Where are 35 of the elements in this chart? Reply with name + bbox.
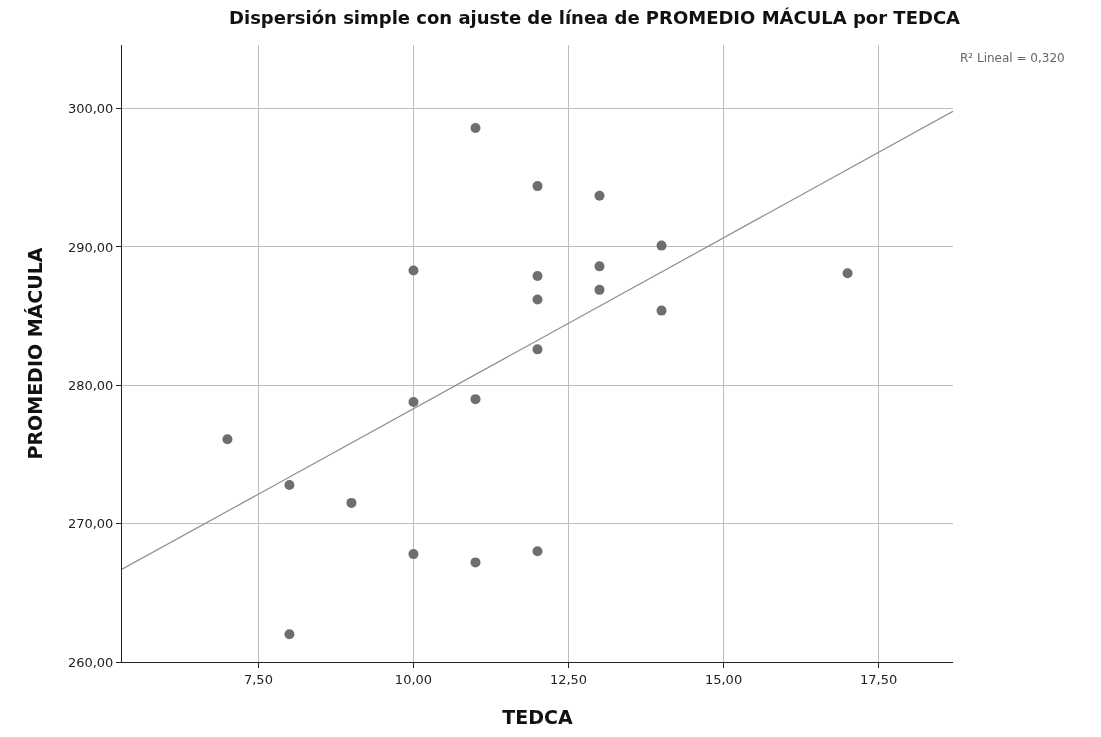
point [532, 271, 543, 282]
point [594, 190, 605, 201]
point [284, 479, 295, 490]
y-tick-label: 260,00 [67, 654, 114, 670]
point [222, 434, 233, 445]
point [408, 549, 419, 560]
point [470, 123, 481, 133]
x-tick-label: 7,50 [243, 671, 273, 687]
point [532, 181, 543, 192]
point [842, 268, 853, 279]
y-tick-label: 290,00 [67, 239, 114, 255]
x-tick-label: 17,50 [859, 671, 898, 687]
y-axis-title: PROMEDIO MÁCULA [23, 247, 46, 460]
point [532, 294, 543, 305]
point [656, 305, 667, 316]
chart-title: Dispersión simple con ajuste de línea de PROMEDIO MÁCULA por TEDCA [229, 6, 961, 28]
text: R² Lineal = 0,320 [960, 51, 1065, 65]
y-tick-label: 280,00 [67, 377, 114, 393]
point [284, 629, 295, 640]
y-tick-label: 270,00 [67, 516, 114, 532]
point [470, 557, 481, 568]
x-tick-label: 12,50 [549, 671, 588, 687]
point [532, 546, 543, 557]
x-tick-label: 15,00 [704, 671, 743, 687]
point [470, 394, 481, 405]
point [346, 497, 357, 508]
point [532, 344, 543, 355]
point [408, 265, 419, 276]
point [594, 284, 605, 295]
x-axis-title: TEDCA [502, 706, 573, 729]
point [594, 261, 605, 272]
y-tick-label: 300,00 [67, 101, 114, 117]
point [408, 396, 419, 407]
point [656, 240, 667, 251]
x-tick-label: 10,00 [394, 671, 433, 687]
